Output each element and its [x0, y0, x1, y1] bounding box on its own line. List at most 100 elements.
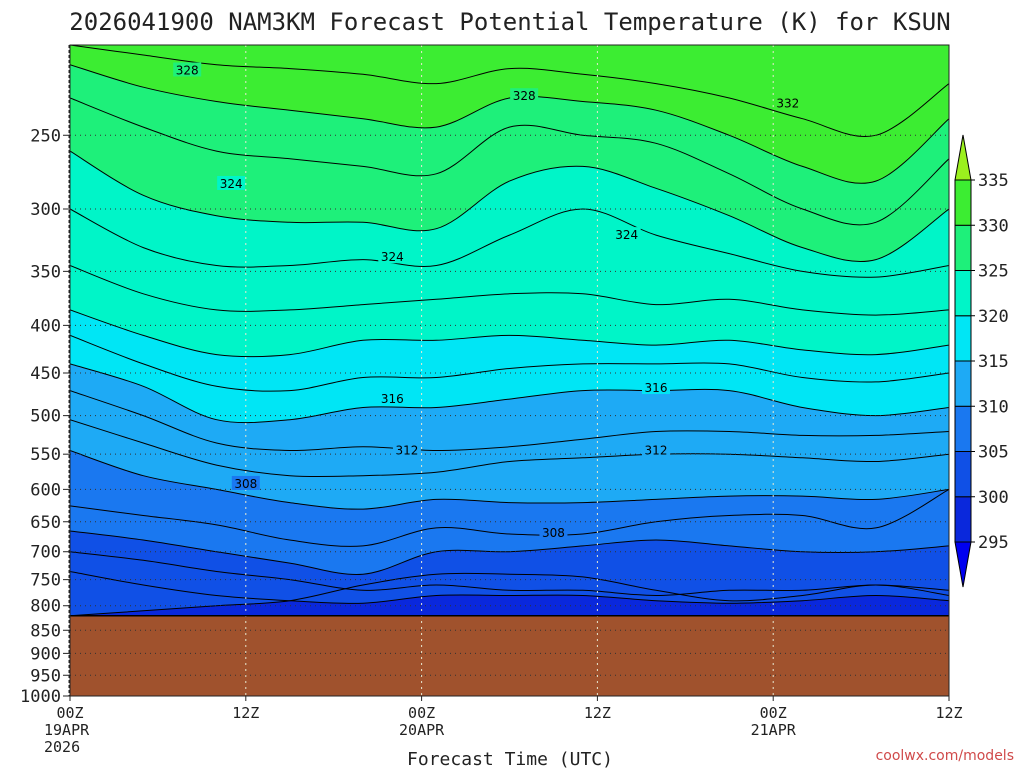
x-axis-label: Forecast Time (UTC)	[407, 749, 613, 768]
contour-label: 328	[176, 63, 199, 77]
contour-label: 328	[513, 89, 536, 103]
y-tick-label: 250	[30, 126, 61, 146]
y-tick-label: 950	[30, 666, 61, 686]
isentrope-line	[70, 97, 949, 226]
plot-frame	[69, 44, 950, 697]
contour-label: 308	[542, 526, 565, 540]
colorbar-segment	[954, 270, 972, 317]
y-tick-label: 550	[30, 445, 61, 465]
filled-contours	[70, 45, 949, 696]
colorbar-label: 320	[978, 307, 1009, 327]
isentrope-line	[70, 334, 949, 392]
isentrope-line	[70, 450, 949, 510]
isentrope-line	[70, 419, 949, 478]
contour-label-bg	[642, 442, 670, 457]
y-tick-label: 700	[30, 543, 61, 563]
colorbar-label: 305	[978, 443, 1009, 463]
colorbar: 295 300 305 310 315 320 325 330 335	[954, 134, 1009, 588]
contour-label: 324	[220, 177, 243, 191]
x-tick-label: 21APR	[751, 721, 797, 739]
x-tick-label: 12Z	[584, 704, 611, 722]
isentrope-line	[70, 551, 949, 597]
x-tick-label: 19APR	[44, 721, 90, 739]
colorbar-segment	[954, 315, 972, 362]
isentrope-line	[70, 572, 949, 617]
contour-label-bg	[510, 88, 539, 103]
y-tick-label: 600	[30, 480, 61, 500]
isentrope-line	[70, 571, 949, 604]
y-tick-label: 800	[30, 597, 61, 617]
y-tick-label: 650	[30, 513, 61, 533]
isentrope-line	[70, 208, 949, 278]
isentrope-line	[70, 309, 949, 358]
chart-title: 2026041900 NAM3KM Forecast Potential Tem…	[69, 8, 950, 36]
contour-label-bg	[773, 95, 802, 110]
contour-labels: 328 328 332 324 324 324 316 316 312 312 308 308	[173, 62, 802, 540]
contour-label-bg	[217, 175, 246, 190]
contour-label: 332	[776, 96, 799, 110]
colorbar-segment	[954, 224, 972, 271]
y-tick-label: 850	[30, 621, 61, 641]
contour-label: 312	[395, 443, 418, 457]
plot-area: 328 328 332 324 324 324 316 316 312 312 308 308	[70, 45, 949, 696]
ground-below-surface	[70, 615, 949, 696]
x-tick-label: 12Z	[935, 704, 962, 722]
x-tick-label: 00Z	[760, 704, 787, 722]
contour-label-bg	[378, 249, 407, 264]
contour-label-bg	[173, 62, 202, 77]
isentrope-line	[70, 488, 949, 547]
contour-label-bg	[378, 391, 407, 406]
x-tick-label: 12Z	[232, 704, 259, 722]
colorbar-label: 325	[978, 262, 1009, 282]
contour-label-bg	[642, 380, 670, 395]
colorbar-label: 310	[978, 397, 1009, 417]
contour-label: 324	[615, 228, 638, 242]
y-tick-label: 900	[30, 644, 61, 664]
isentrope-line	[70, 265, 949, 316]
y-tick-label: 500	[30, 407, 61, 427]
y-axis-ticks: 250 300 350 400 450 500 550 600 650 700 750 800 850 9…	[20, 126, 70, 707]
y-tick-label: 400	[30, 316, 61, 336]
y-tick-label: 450	[30, 364, 61, 384]
y-tick-label: 350	[30, 262, 61, 282]
contour-label: 324	[381, 250, 404, 264]
colorbar-label: 335	[978, 171, 1009, 191]
x-tick-label: 00Z	[56, 704, 83, 722]
contour-label: 316	[645, 381, 668, 395]
colorbar-label: 330	[978, 216, 1009, 236]
contour-label-bg	[539, 524, 568, 539]
grid-lines	[70, 45, 949, 696]
y-tick-label: 300	[30, 200, 61, 220]
colorbar-segment	[954, 179, 972, 226]
contour-label: 312	[645, 443, 668, 457]
contour-label-bg	[231, 475, 260, 490]
isentrope-line	[70, 390, 949, 452]
y-tick-label: 750	[30, 571, 61, 591]
colorbar-label: 315	[978, 352, 1009, 372]
colorbar-segment	[954, 496, 972, 543]
colorbar-label: 300	[978, 488, 1009, 508]
colorbar-max-arrow	[954, 134, 972, 181]
band-fill	[70, 45, 949, 137]
isentrope-line	[70, 45, 949, 137]
colorbar-label: 295	[978, 533, 1009, 553]
y-tick-label: 1000	[20, 687, 61, 707]
isentrope-line	[70, 530, 949, 575]
colorbar-segment	[954, 405, 972, 452]
x-tick-label: 2026	[44, 738, 80, 756]
credit-text: coolwx.com/models	[876, 748, 1014, 764]
contour-label: 308	[234, 477, 257, 491]
x-tick-label: 20APR	[399, 721, 445, 739]
isentrope-line	[70, 64, 949, 184]
isentrope-line	[70, 150, 949, 263]
isentrope-line	[70, 363, 949, 424]
contour-label: 316	[381, 392, 404, 406]
contour-label-bg	[612, 227, 641, 242]
colorbar-segment	[954, 451, 972, 498]
colorbar-min-arrow	[954, 541, 972, 588]
x-tick-label: 00Z	[408, 704, 435, 722]
colorbar-segment	[954, 360, 972, 407]
isentrope-lines	[70, 45, 949, 617]
